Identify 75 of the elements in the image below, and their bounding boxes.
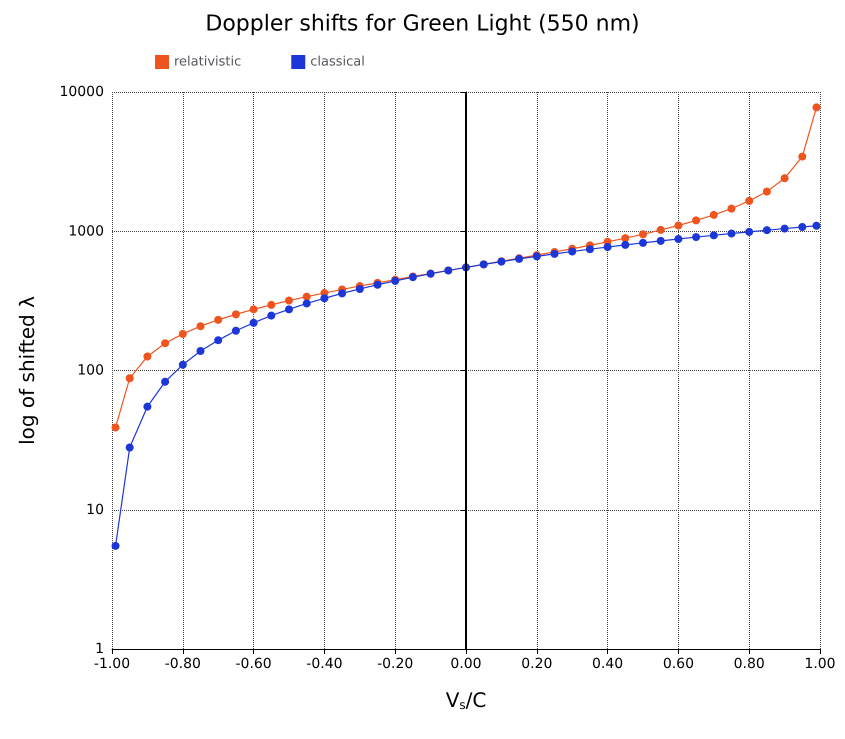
point (710, 231, 718, 240)
point (267, 300, 276, 309)
point (161, 378, 170, 386)
x-tick-label: 0.40 (592, 656, 624, 672)
point (656, 226, 665, 234)
point (161, 339, 170, 348)
point (812, 103, 820, 112)
x-tick-label: -0.20 (377, 656, 414, 672)
x-tick-label: 0.60 (662, 656, 694, 672)
point (745, 196, 754, 205)
point (338, 289, 346, 298)
point (692, 233, 700, 242)
point (178, 360, 187, 369)
y-tick-label: 1000 (68, 223, 104, 240)
x-tick-label: -0.60 (235, 656, 272, 672)
point (112, 542, 120, 550)
point (674, 221, 682, 230)
point (621, 240, 630, 249)
y-tick-label: 10 (86, 502, 104, 518)
point (126, 374, 134, 382)
point (568, 248, 576, 256)
point (214, 336, 222, 344)
point (639, 230, 647, 238)
y-tick-label: 1 (95, 641, 104, 657)
point (232, 326, 240, 335)
x-tick-label: -0.80 (164, 656, 201, 672)
point (112, 423, 120, 432)
point (812, 222, 820, 230)
point (656, 236, 665, 245)
x-tick-label: -1.00 (94, 656, 130, 672)
point (728, 230, 736, 238)
point (232, 310, 240, 318)
point (250, 305, 258, 314)
point (710, 210, 718, 219)
point (762, 188, 771, 196)
point (214, 316, 222, 324)
x-axis-title: Vs/C (446, 688, 486, 712)
point (798, 152, 806, 161)
chart-title: Doppler shifts for Green Light (550 nm) (205, 12, 640, 36)
point (302, 299, 311, 308)
y-tick-label: 100 (77, 362, 104, 378)
point (356, 284, 364, 293)
point (196, 322, 204, 330)
x-tick-label: 0.20 (521, 656, 552, 672)
point (250, 318, 258, 327)
point (178, 330, 187, 338)
point (780, 224, 789, 233)
point (728, 204, 736, 213)
point (604, 243, 612, 252)
point (674, 234, 682, 243)
point (285, 305, 293, 314)
point (285, 296, 293, 305)
point (143, 402, 152, 411)
point (780, 174, 789, 182)
point (621, 234, 630, 242)
point (267, 312, 276, 320)
x-tick-label: -0.40 (306, 656, 343, 672)
point (762, 226, 771, 234)
x-tick-label: 1.00 (804, 656, 836, 672)
y-axis-title: log of shifted λ (15, 296, 39, 445)
x-tick-label: 0.00 (450, 656, 482, 672)
point (126, 443, 134, 452)
point (586, 245, 594, 254)
point (196, 347, 204, 356)
point (320, 294, 328, 302)
point (692, 216, 700, 224)
point (798, 222, 806, 231)
y-tick-label: 10000 (59, 84, 104, 100)
point (302, 292, 311, 301)
point (745, 228, 754, 236)
legend-label: classical (310, 54, 365, 70)
point (143, 352, 152, 361)
x-tick-label: 0.80 (734, 656, 765, 672)
point (639, 238, 647, 247)
legend-label: relativistic (174, 54, 242, 70)
